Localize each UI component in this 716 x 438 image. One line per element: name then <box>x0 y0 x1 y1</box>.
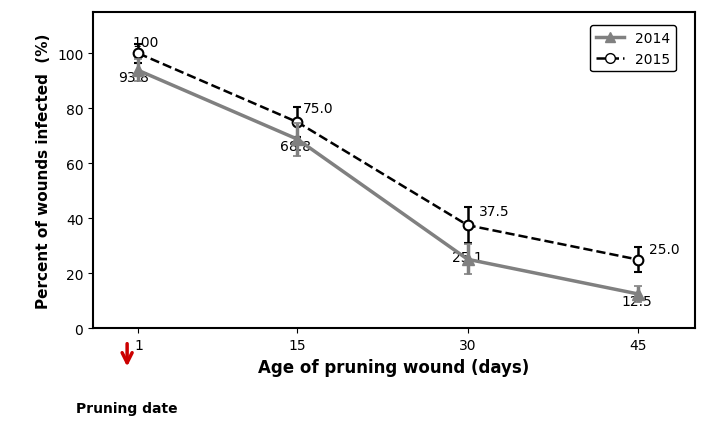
Text: 25.1: 25.1 <box>452 251 483 265</box>
X-axis label: Age of pruning wound (days): Age of pruning wound (days) <box>258 358 529 376</box>
Text: 37.5: 37.5 <box>479 205 510 219</box>
Text: 25.0: 25.0 <box>649 242 679 256</box>
Y-axis label: Percent of wounds infected  (%): Percent of wounds infected (%) <box>37 33 52 308</box>
Text: Pruning date: Pruning date <box>77 401 178 415</box>
Text: 12.5: 12.5 <box>622 294 653 308</box>
Text: 75.0: 75.0 <box>303 102 334 116</box>
Text: 93.8: 93.8 <box>118 71 149 85</box>
Legend: 2014, 2015: 2014, 2015 <box>591 26 676 72</box>
Text: 68.8: 68.8 <box>281 140 311 154</box>
Text: 100: 100 <box>132 36 159 50</box>
